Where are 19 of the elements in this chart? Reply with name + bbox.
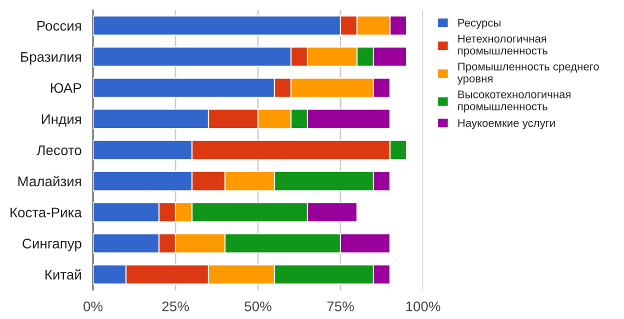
- y-tick-label: Китай: [45, 269, 81, 280]
- legend-label: Высокотехнологичная промышленность: [458, 90, 570, 113]
- y-tick-label: Бразилия: [21, 52, 81, 65]
- y-tick-label: Россия: [37, 21, 81, 31]
- y-tick-label: ЮАР: [50, 83, 82, 93]
- legend-label: Нетехнологичная промышленность: [458, 34, 548, 57]
- y-tick-label: Сингапур: [22, 238, 82, 252]
- y-tick-label: Коста-Рика: [10, 208, 82, 218]
- legend-label: Наукоемкие услуги: [458, 119, 555, 130]
- x-tick-label: 75%: [327, 302, 354, 312]
- y-tick-label: Лесото: [36, 145, 82, 156]
- x-tick-label: 25%: [162, 301, 189, 312]
- x-tick-label: 50%: [244, 301, 272, 312]
- legend-label: Ресурсы: [458, 18, 500, 29]
- legend-label: Промышленность среднего уровня: [457, 62, 599, 85]
- x-tick-label: 100%: [406, 301, 440, 312]
- y-tick-label: Индия: [42, 114, 81, 127]
- y-tick-label: Малайзия: [18, 176, 81, 186]
- x-tick-label: 0%: [84, 301, 103, 312]
